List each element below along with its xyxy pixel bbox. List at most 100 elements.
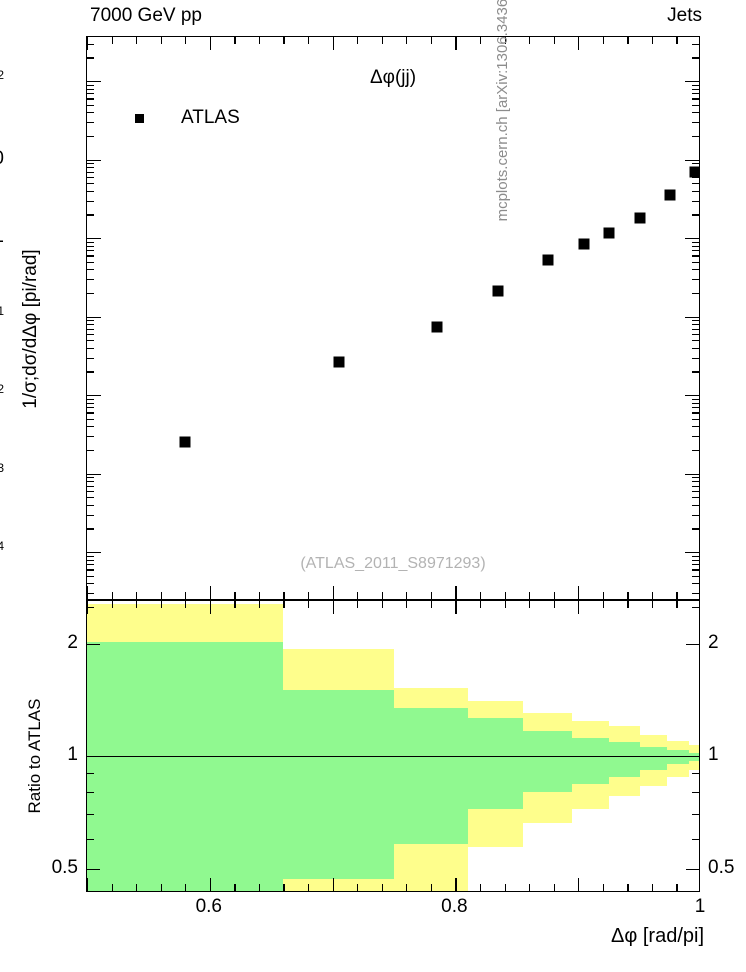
axis-tick bbox=[692, 255, 699, 257]
ratio-unity-line bbox=[87, 756, 699, 758]
ratio-y-axis-title: Ratio to ATLAS bbox=[25, 698, 44, 814]
axis-tick bbox=[676, 592, 678, 599]
axis-tick bbox=[185, 884, 187, 891]
axis-tick bbox=[692, 43, 699, 45]
axis-tick bbox=[430, 37, 433, 44]
axis-tick bbox=[209, 878, 211, 891]
y-tick-label: 1 bbox=[0, 226, 4, 248]
axis-tick bbox=[529, 601, 531, 608]
axis-tick bbox=[692, 93, 699, 95]
y-tick-exponent: −4 bbox=[0, 538, 4, 553]
axis-tick bbox=[685, 473, 699, 475]
axis-tick bbox=[692, 340, 699, 342]
axis-tick bbox=[87, 84, 94, 86]
data-point-marker bbox=[492, 285, 504, 297]
axis-tick bbox=[87, 250, 94, 252]
axis-tick bbox=[87, 813, 94, 816]
axis-tick bbox=[553, 592, 555, 599]
axis-tick bbox=[602, 592, 604, 599]
axis-tick bbox=[332, 601, 334, 614]
axis-tick bbox=[87, 171, 94, 173]
axis-tick bbox=[430, 601, 433, 608]
axis-tick bbox=[87, 601, 89, 614]
axis-tick bbox=[692, 813, 699, 816]
axis-tick bbox=[692, 190, 699, 192]
axis-tick bbox=[160, 592, 162, 599]
axis-tick bbox=[308, 601, 310, 608]
axis-tick bbox=[308, 884, 310, 891]
axis-tick bbox=[651, 592, 654, 599]
axis-tick bbox=[692, 269, 699, 271]
axis-tick bbox=[87, 167, 94, 169]
axis-tick bbox=[381, 592, 383, 599]
legend-marker-atlas bbox=[135, 113, 144, 123]
axis-tick bbox=[234, 592, 236, 599]
axis-tick bbox=[578, 37, 580, 50]
header-process-label: Jets bbox=[667, 5, 702, 26]
axis-tick bbox=[553, 37, 555, 44]
axis-tick bbox=[283, 37, 285, 44]
axis-tick bbox=[692, 104, 699, 106]
x-tick-label: 0.8 bbox=[441, 896, 468, 917]
axis-tick bbox=[692, 57, 699, 59]
axis-tick bbox=[692, 412, 699, 414]
axis-tick bbox=[87, 316, 101, 318]
axis-tick bbox=[332, 586, 334, 599]
axis-tick bbox=[332, 878, 334, 891]
axis-tick bbox=[87, 183, 94, 185]
axis-tick bbox=[529, 37, 531, 44]
axis-tick bbox=[692, 838, 699, 841]
axis-tick bbox=[87, 214, 94, 216]
axis-tick bbox=[692, 583, 699, 585]
axis-tick bbox=[692, 200, 699, 202]
axis-tick bbox=[357, 601, 359, 608]
axis-tick bbox=[692, 514, 699, 516]
axis-tick bbox=[578, 601, 580, 614]
ratio-band-green bbox=[283, 690, 394, 879]
axis-tick bbox=[87, 878, 89, 891]
axis-tick bbox=[692, 88, 699, 90]
ratio-y-tick-label-right: 2 bbox=[708, 631, 719, 653]
ratio-y-tick-label-right: 1 bbox=[708, 744, 719, 765]
axis-tick bbox=[381, 601, 383, 608]
axis-tick bbox=[692, 261, 699, 263]
axis-tick bbox=[87, 241, 94, 243]
axis-tick bbox=[87, 586, 89, 599]
axis-tick bbox=[430, 592, 433, 599]
axis-tick bbox=[553, 884, 555, 891]
data-point-marker bbox=[578, 238, 590, 250]
axis-tick bbox=[692, 176, 699, 179]
axis-tick bbox=[504, 601, 506, 608]
data-point-marker bbox=[664, 189, 676, 201]
axis-tick bbox=[692, 490, 699, 493]
axis-tick bbox=[111, 37, 113, 44]
ratio-y-tick-label-left: 0.5 bbox=[51, 856, 78, 878]
axis-tick bbox=[455, 878, 457, 891]
axis-tick bbox=[692, 357, 699, 359]
axis-tick bbox=[692, 575, 699, 577]
axis-tick bbox=[553, 601, 555, 608]
axis-tick bbox=[111, 592, 113, 599]
axis-tick bbox=[87, 57, 94, 59]
axis-tick bbox=[692, 333, 699, 336]
axis-tick bbox=[185, 592, 187, 599]
ratio-y-tick-label-left: 2 bbox=[67, 631, 78, 653]
axis-tick bbox=[87, 593, 94, 595]
axis-tick bbox=[692, 245, 699, 247]
ratio-band-green bbox=[467, 718, 523, 810]
axis-tick bbox=[87, 564, 94, 566]
axis-tick bbox=[692, 371, 699, 373]
axis-tick bbox=[692, 324, 699, 326]
axis-tick bbox=[87, 347, 94, 349]
axis-tick bbox=[87, 328, 94, 330]
axis-tick bbox=[87, 418, 94, 420]
axis-tick bbox=[87, 773, 94, 775]
axis-tick bbox=[627, 592, 629, 599]
ratio-plot-panel bbox=[86, 600, 700, 892]
y-axis-title: 1/σ;dσ/dΔφ [pi/rad] bbox=[20, 249, 41, 409]
axis-tick bbox=[578, 878, 580, 891]
axis-tick bbox=[87, 245, 94, 247]
axis-tick bbox=[160, 601, 162, 608]
axis-tick bbox=[692, 279, 699, 281]
axis-tick bbox=[87, 412, 94, 414]
